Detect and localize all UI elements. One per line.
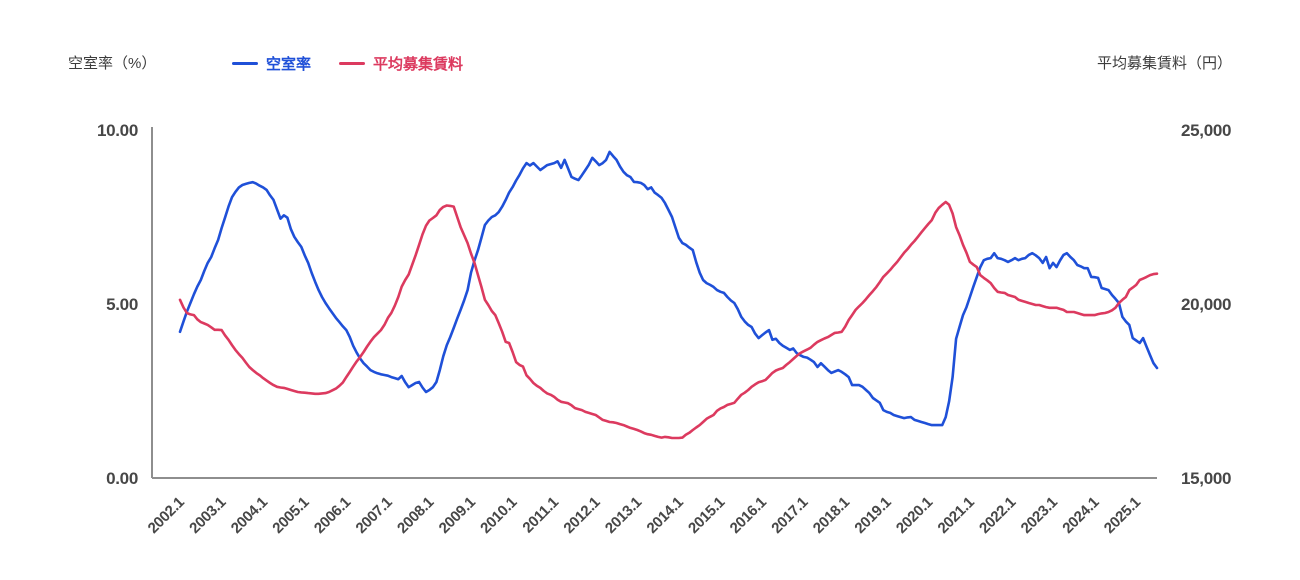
svg-text:2018.1: 2018.1 [810, 494, 853, 537]
svg-text:10.00: 10.00 [97, 121, 138, 140]
svg-text:2025.1: 2025.1 [1101, 494, 1144, 537]
svg-text:2012.1: 2012.1 [560, 494, 603, 537]
left-axis-title: 空室率（%） [68, 55, 157, 72]
legend-item-average-asking-rent[interactable]: 平均募集賃料 [339, 53, 463, 74]
svg-text:2023.1: 2023.1 [1018, 494, 1061, 537]
svg-text:2003.1: 2003.1 [186, 494, 229, 537]
vacancy-line-swatch-icon [232, 62, 258, 65]
rent-line-swatch-icon [339, 62, 366, 65]
svg-text:2020.1: 2020.1 [893, 494, 936, 537]
svg-text:2013.1: 2013.1 [602, 494, 645, 537]
svg-text:2004.1: 2004.1 [228, 494, 271, 537]
right-axis-title: 平均募集賃料（円） [1096, 55, 1232, 72]
svg-text:2011.1: 2011.1 [519, 494, 562, 537]
svg-text:2016.1: 2016.1 [727, 494, 770, 537]
svg-text:2002.1: 2002.1 [145, 494, 188, 537]
svg-text:15,000: 15,000 [1181, 469, 1231, 488]
chart-legend: 空室率 平均募集賃料 [232, 53, 463, 74]
svg-text:2021.1: 2021.1 [935, 494, 978, 537]
svg-text:25,000: 25,000 [1181, 121, 1231, 140]
svg-text:2010.1: 2010.1 [477, 494, 520, 537]
svg-text:5.00: 5.00 [106, 295, 138, 314]
legend-item-vacancy-rate[interactable]: 空室率 [232, 53, 311, 74]
svg-text:2015.1: 2015.1 [685, 494, 728, 537]
svg-text:2022.1: 2022.1 [976, 494, 1019, 537]
svg-text:2019.1: 2019.1 [851, 494, 894, 537]
svg-text:2007.1: 2007.1 [353, 494, 396, 537]
svg-text:2008.1: 2008.1 [394, 494, 437, 537]
svg-text:2009.1: 2009.1 [436, 494, 479, 537]
svg-text:2006.1: 2006.1 [311, 494, 354, 537]
legend-label-vacancy-rate: 空室率 [266, 56, 312, 73]
svg-text:2017.1: 2017.1 [768, 494, 811, 537]
svg-text:0.00: 0.00 [106, 469, 138, 488]
legend-label-average-asking-rent: 平均募集賃料 [373, 56, 464, 73]
svg-text:2024.1: 2024.1 [1059, 494, 1102, 537]
svg-text:20,000: 20,000 [1181, 295, 1231, 314]
svg-text:2005.1: 2005.1 [269, 494, 312, 537]
svg-text:2014.1: 2014.1 [644, 494, 687, 537]
